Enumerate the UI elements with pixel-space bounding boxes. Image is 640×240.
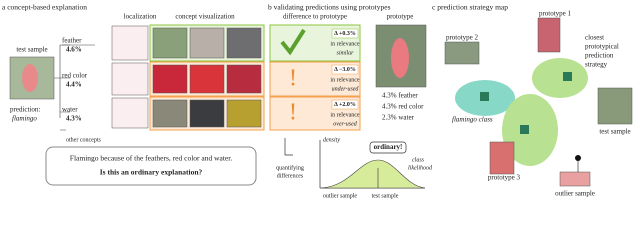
warning-icon: ! [289, 66, 297, 92]
prediction: flamingo [12, 115, 37, 123]
concept-name: feather [62, 37, 82, 45]
prototype-label: prototype 3 [488, 174, 521, 182]
delta: Δ +2.0% [334, 102, 356, 108]
closest-label: prototypical [585, 43, 619, 51]
delta-unit: in relevance [330, 41, 359, 47]
question: Is this an ordinary explanation? [100, 168, 203, 177]
warning-icon: ! [289, 100, 297, 126]
concept-image [189, 64, 225, 94]
localization-image [111, 97, 149, 129]
panel-b-title: b validating predictions using prototype… [268, 3, 391, 12]
badge [369, 141, 407, 154]
delta-unit: in relevance [330, 112, 359, 118]
quantifying: differences [277, 172, 304, 179]
concept-image [226, 27, 262, 59]
localization-header: localization [124, 13, 157, 21]
concept-relevance: 4.3% [66, 115, 82, 123]
prediction-label: prediction: [10, 106, 40, 114]
concept-relevance: 4.6% [66, 46, 82, 54]
concept-image [152, 99, 188, 128]
visualization-header: concept visualization [175, 13, 235, 21]
badge-text: ordinary! [374, 143, 403, 151]
concept-image [189, 99, 225, 128]
delta: Δ −3.0% [334, 67, 356, 73]
concept-image [189, 27, 225, 59]
outlier-label: outlier sample [555, 190, 595, 198]
test-label: test sample [599, 128, 630, 136]
localization-image [111, 25, 149, 61]
delta-unit: in relevance [330, 77, 359, 83]
concept-image [226, 64, 262, 94]
verdict: over-used [333, 121, 358, 127]
prototype-relevance: 4.3% red color [382, 103, 424, 111]
localization-image [111, 62, 149, 96]
concept-name: red color [62, 72, 88, 80]
closest-label: strategy [585, 61, 608, 69]
verdict: under-used [332, 86, 360, 92]
delta: Δ +0.3% [334, 31, 356, 37]
figure: a concept-based explanation test sample … [2, 3, 633, 199]
outlier-label: outlier sample [323, 193, 357, 199]
closest-label: prediction [585, 52, 614, 60]
density-curve [321, 159, 426, 189]
prototype-label: prototype 2 [446, 34, 479, 42]
quantifying: quantifying [276, 164, 304, 171]
concept-image [152, 27, 188, 59]
outlier-image [559, 171, 591, 187]
prototype-header: prototype [387, 13, 414, 21]
class-label: flamingo class [452, 116, 493, 124]
concept-name: water [62, 106, 78, 114]
cluster [532, 58, 588, 98]
concept-row: red color 4.4% [62, 61, 265, 97]
check-icon [280, 28, 306, 56]
closest-label: closest [585, 34, 604, 42]
difference-header: difference to prototype [283, 13, 347, 21]
prototype-image [537, 17, 561, 53]
concept-row: water 4.3% [62, 96, 265, 131]
prototype-image [444, 41, 480, 65]
density-label: density [323, 137, 340, 143]
prototype-label: prototype 1 [539, 10, 572, 18]
explanation-box [45, 146, 257, 186]
verdict: similar [336, 50, 354, 56]
explanation: Flamingo because of the feathers, red co… [70, 154, 233, 163]
other-concepts: other concepts [66, 137, 101, 143]
test-label: test sample [16, 46, 47, 54]
prototype-relevance: 4.3% feather [382, 92, 418, 100]
curve-label: class [412, 157, 425, 163]
test-image [597, 87, 633, 125]
arrow [284, 138, 293, 156]
cluster [502, 94, 558, 166]
concept-row: feather 4.6% [62, 24, 265, 62]
curve-label: likelihood [408, 165, 433, 171]
flamingo-shape [22, 64, 38, 92]
prototype-relevance: 2.3% water [382, 114, 415, 122]
concept-relevance: 4.4% [66, 81, 82, 89]
prototype-image [489, 141, 515, 175]
concept-image [152, 64, 188, 94]
test-label: test sample [372, 193, 399, 199]
panel-c-title: c prediction strategy map [432, 3, 508, 12]
concept-image [226, 99, 262, 128]
panel-a-title: a concept-based explanation [2, 3, 87, 12]
